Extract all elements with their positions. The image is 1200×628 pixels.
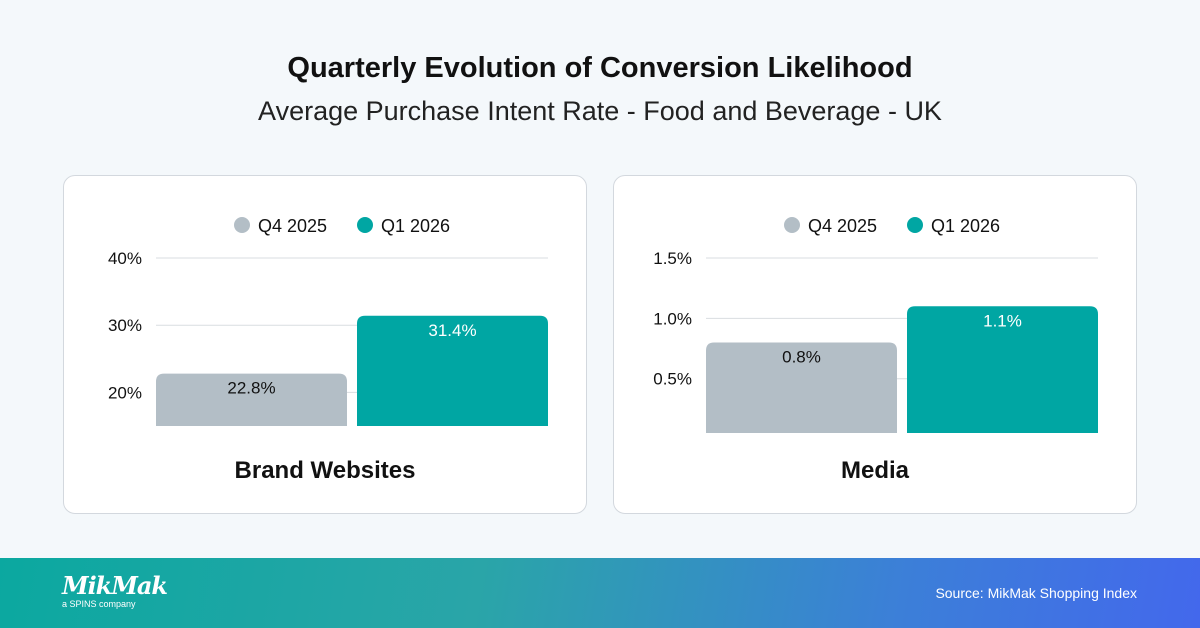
y-tick-label: 40% [108,249,142,268]
y-tick-label: 20% [108,383,142,402]
bar-q1-2026 [357,315,548,426]
y-tick-label: 0.5% [653,370,692,389]
chart-title: Quarterly Evolution of Conversion Likeli… [287,52,913,84]
chart-brand-websites: Q4 2025 Q1 2026 20% 30% 40% 22.8% 31.4% Brand W… [108,216,548,484]
logo-tagline: a SPINS company [62,599,136,609]
legend-marker [784,217,800,233]
legend-label: Q4 2025 [258,216,327,236]
chart-subtitle: Average Purchase Intent Rate - Food and … [258,96,942,126]
legend-marker [234,217,250,233]
panel-title: Media [841,457,910,484]
legend-label: Q4 2025 [808,216,877,236]
y-tick-label: 30% [108,316,142,335]
panel-title: Brand Websites [235,457,416,484]
logo-wordmark: MikMak [62,571,168,600]
y-tick-label: 1.5% [653,249,692,268]
footer [0,558,1200,628]
mikmak-logo: MikMak a SPINS company [62,571,168,610]
data-label: 31.4% [428,321,476,340]
bar-q4-2025 [156,373,347,426]
bar-q1-2026 [907,306,1098,433]
chart-media: Q4 2025 Q1 2026 0.5% 1.0% 1.5% 0.8% 1.1% Media [653,216,1098,484]
legend-marker [357,217,373,233]
bar-q4-2025 [706,342,897,433]
data-label: 22.8% [227,379,275,398]
legend-marker [907,217,923,233]
y-tick-label: 1.0% [653,309,692,328]
panel-brand-websites: Q4 2025 Q1 2026 20% 30% 40% 22.8% 31.4% Brand W… [63,175,587,514]
data-label: 0.8% [782,347,821,366]
panel-media: Q4 2025 Q1 2026 0.5% 1.0% 1.5% 0.8% 1.1% Media [613,175,1137,514]
data-label: 1.1% [983,311,1022,330]
source-note: Source: MikMak Shopping Index [935,585,1137,601]
legend-label: Q1 2026 [381,216,450,236]
legend-label: Q1 2026 [931,216,1000,236]
